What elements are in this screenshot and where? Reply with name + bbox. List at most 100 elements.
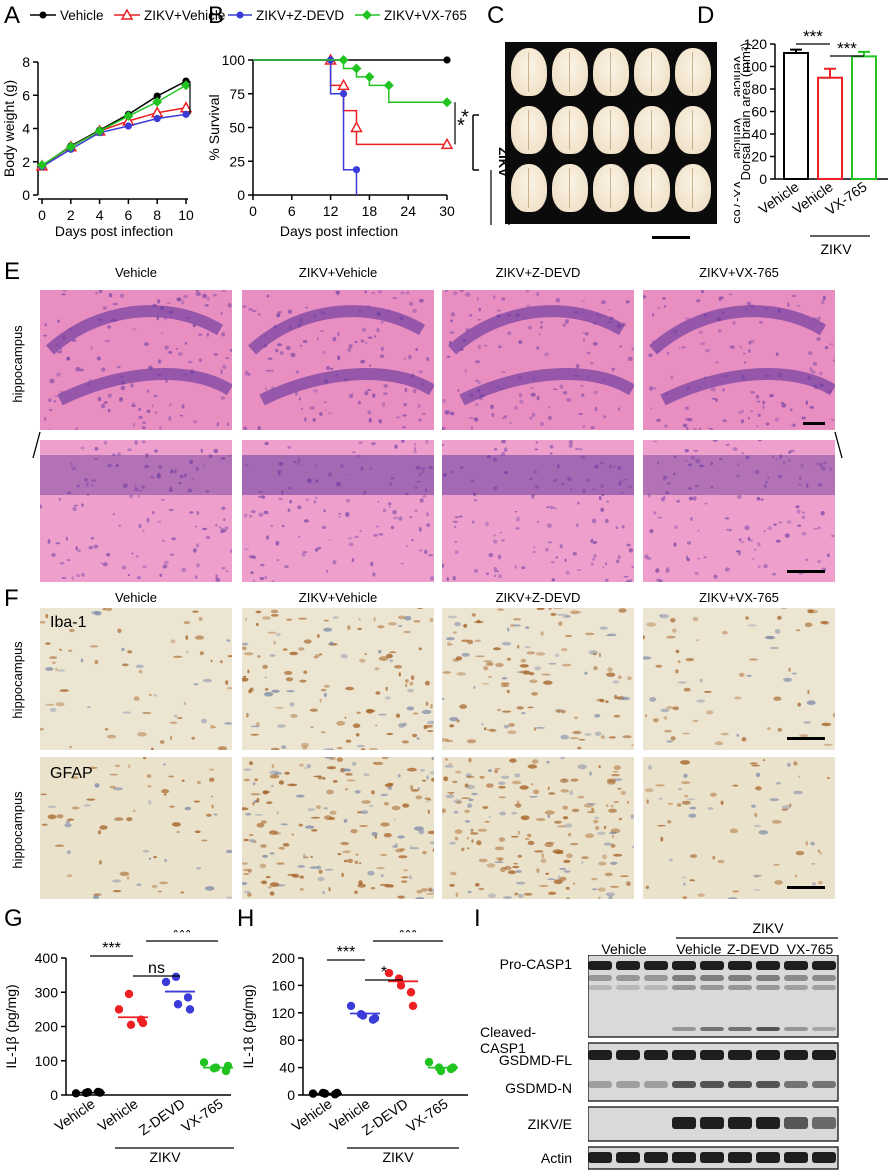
cell: [645, 714, 648, 718]
cell: [369, 748, 379, 750]
cell: [751, 764, 760, 767]
wb-band-gsdmd-fl-lane-7: [784, 1050, 808, 1060]
cell: [341, 768, 351, 772]
cell: [511, 811, 517, 815]
cell: [586, 803, 597, 805]
cell: [793, 790, 803, 795]
cell: [470, 426, 473, 430]
cell: [544, 810, 555, 815]
chart-a-sig: ***: [199, 85, 205, 109]
cell: [501, 297, 506, 301]
cell: [194, 525, 198, 528]
cell: [374, 835, 378, 839]
cell: [421, 888, 429, 892]
cell: [653, 387, 657, 390]
chart-b-xtick-label-0: 0: [249, 203, 257, 219]
cell: [370, 561, 374, 567]
cell: [577, 746, 582, 750]
cell: [442, 398, 446, 403]
cell: [445, 739, 454, 743]
cell: [428, 887, 433, 892]
cell: [684, 794, 688, 798]
cell: [270, 524, 274, 528]
cell: [311, 829, 318, 832]
wb-band-gsdmd-fl-lane-2: [644, 1050, 668, 1060]
cell: [250, 792, 261, 796]
cell: [375, 724, 378, 727]
cell: [323, 627, 333, 632]
wb-band-casp1-sub2-lane-1: [616, 985, 640, 990]
cell: [141, 426, 146, 430]
cell: [330, 367, 334, 370]
cell: [426, 800, 429, 803]
cell: [553, 507, 558, 510]
chart-h-point-2-0: [384, 968, 394, 978]
cell: [502, 896, 513, 899]
cell: [657, 824, 666, 827]
cell: [301, 552, 306, 557]
cell: [536, 291, 540, 297]
chart-b-point-3-2: [338, 55, 349, 65]
cell: [118, 524, 121, 527]
cell: [191, 736, 195, 740]
cell: [400, 562, 404, 565]
wb-lane-zikv-vx765: VX-765: [787, 941, 834, 956]
brain-specimen: [552, 164, 588, 212]
cell: [735, 550, 741, 553]
cell: [475, 655, 485, 658]
brain-midline: [528, 110, 529, 150]
cell: [51, 553, 56, 557]
cell: [299, 763, 304, 767]
cell: [86, 798, 96, 801]
cell: [371, 291, 376, 295]
brain-specimen: [593, 106, 629, 154]
he-bottom-image-2-texture: [442, 440, 634, 582]
brain-midline: [528, 52, 529, 92]
cell: [822, 295, 826, 301]
chart-g-cat-0: Vehicle: [52, 1095, 98, 1134]
cell: [151, 747, 154, 750]
cell: [269, 882, 280, 887]
cell: [337, 331, 340, 337]
he-bottom-image-0-texture: [40, 440, 232, 582]
cell: [169, 805, 175, 808]
cell: [244, 548, 249, 551]
cell: [76, 484, 80, 488]
cell: [541, 853, 544, 858]
brain-specimen: [552, 106, 588, 154]
cell: [175, 347, 178, 350]
cell: [407, 688, 414, 693]
cell: [310, 816, 321, 819]
cell: [697, 529, 700, 532]
cell: [383, 802, 390, 806]
cell: [61, 577, 67, 579]
cell: [590, 426, 595, 429]
cell: [516, 706, 524, 710]
cell: [832, 712, 835, 718]
cell: [710, 792, 717, 797]
cell: [804, 622, 813, 628]
cell: [631, 744, 634, 747]
cell: [249, 839, 256, 843]
cell: [130, 383, 134, 388]
cell: [493, 295, 496, 299]
cell: [262, 790, 271, 794]
cell: [213, 726, 216, 729]
cell: [722, 388, 725, 392]
cell: [104, 340, 110, 342]
cell: [275, 540, 280, 546]
cell: [361, 327, 367, 332]
cell: [106, 552, 111, 557]
cell: [279, 351, 284, 355]
cell: [95, 291, 99, 295]
cell: [660, 836, 664, 842]
cell: [645, 885, 650, 889]
brain-midline: [651, 168, 652, 208]
cell: [471, 613, 476, 617]
cell: [87, 706, 91, 709]
cell: [176, 297, 182, 302]
cell: [126, 876, 130, 880]
wb-band-casp1-sub1-lane-2: [644, 975, 668, 981]
cell: [530, 783, 534, 786]
cell: [49, 707, 57, 712]
